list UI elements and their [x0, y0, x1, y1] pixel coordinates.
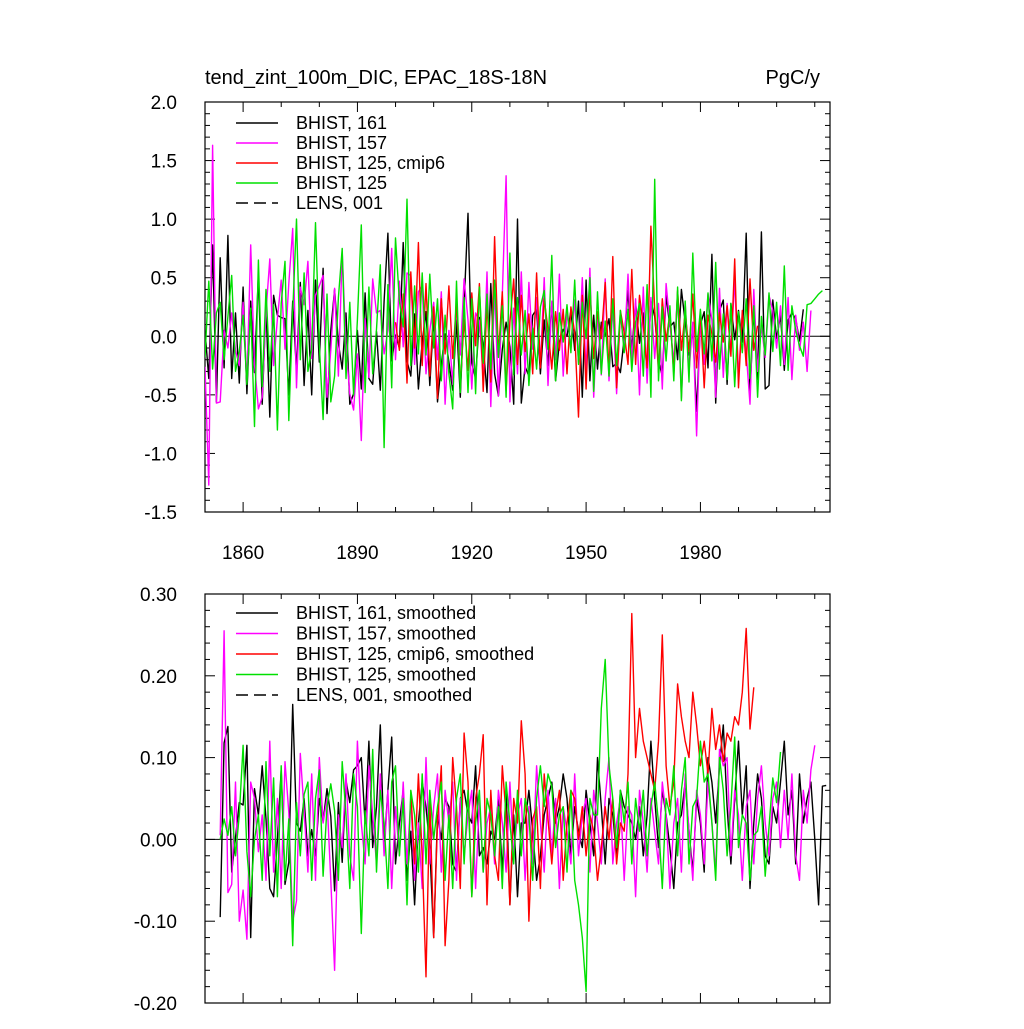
- chart-title: tend_zint_100m_DIC, EPAC_18S-18N: [205, 67, 547, 89]
- legend-label: BHIST, 125, cmip6: [296, 153, 445, 173]
- series-line-bhist-157: [205, 144, 812, 486]
- y-tick-label: 0.5: [151, 269, 177, 290]
- y-tick-label: -0.20: [134, 994, 177, 1015]
- y-tick-label: 0.20: [140, 667, 177, 688]
- y-tick-label: -1.0: [144, 444, 177, 465]
- top-panel: -1.5 -1.0 -0.5 0.0 0.5 1.0 1.5 2.0 1860 1890 1920 1…: [144, 93, 831, 564]
- legend-label: BHIST, 125, smoothed: [296, 665, 476, 685]
- bottom-panel: -0.20 -0.10 0.00 0.10 0.20 0.30 BHIST, 161, sm…: [134, 585, 831, 1015]
- legend-label: LENS, 001: [296, 193, 383, 213]
- x-tick-label: 1980: [679, 543, 721, 564]
- series-line-bhist-125: [205, 178, 823, 449]
- legend-label: BHIST, 157: [296, 133, 387, 153]
- series-group: [205, 144, 823, 486]
- y-tick-label: 1.5: [151, 152, 177, 173]
- x-tick-label: 1950: [565, 543, 607, 564]
- x-tick-label: 1860: [222, 543, 264, 564]
- legend-label: BHIST, 161, smoothed: [296, 603, 476, 623]
- units-label: PgC/y: [766, 67, 820, 89]
- x-tick-label: 1890: [336, 543, 378, 564]
- y-tick-label: 2.0: [151, 93, 177, 114]
- legend-label: BHIST, 125: [296, 173, 387, 193]
- y-tick-label: -0.10: [134, 912, 177, 933]
- legend-label: LENS, 001, smoothed: [296, 685, 472, 705]
- y-tick-label: 0.00: [140, 830, 177, 851]
- legend-label: BHIST, 157, smoothed: [296, 624, 476, 644]
- y-tick-label: 1.0: [151, 210, 177, 231]
- y-tick-label: -0.5: [144, 386, 177, 407]
- series-group: [219, 612, 827, 993]
- y-tick-label: 0.10: [140, 749, 177, 770]
- legend-label: BHIST, 125, cmip6, smoothed: [296, 644, 534, 664]
- series-line-bhist-125-cmip6-smoothed: [410, 612, 755, 978]
- y-tick-label: 0.0: [151, 327, 177, 348]
- y-tick-label: -1.5: [144, 503, 177, 524]
- plot-frame: [204, 101, 831, 513]
- y-tick-label: 0.30: [140, 585, 177, 606]
- series-line-bhist-125-smoothed: [219, 658, 782, 993]
- legend-label: BHIST, 161: [296, 113, 387, 133]
- plot-frame: [204, 593, 831, 1004]
- x-tick-label: 1920: [451, 543, 493, 564]
